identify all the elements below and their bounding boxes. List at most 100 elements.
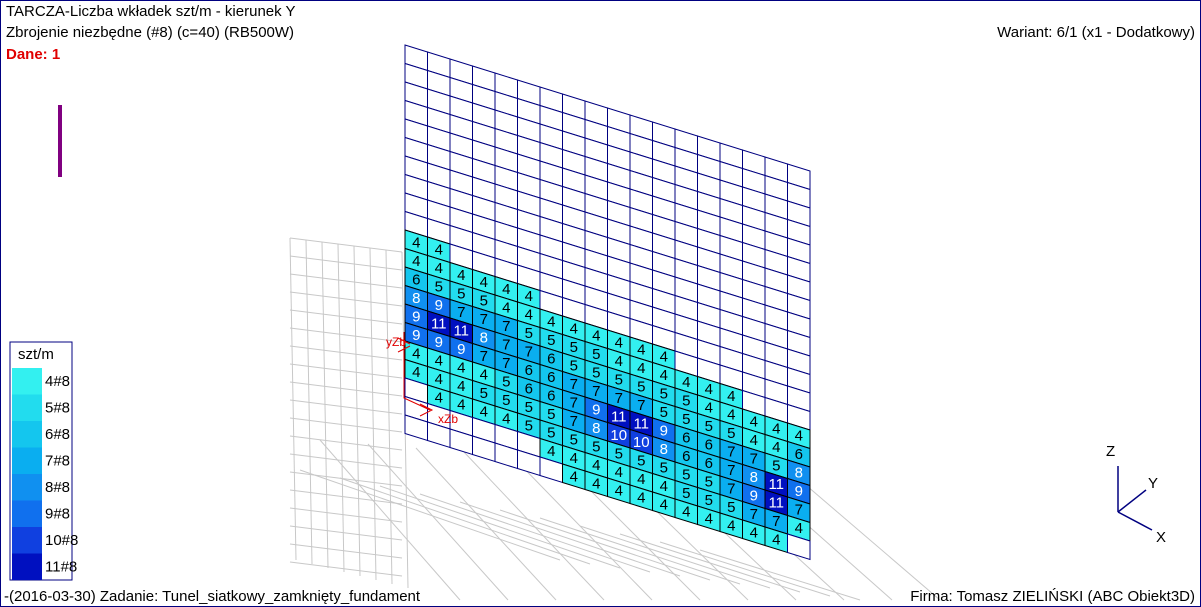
cell-value: 4: [727, 388, 735, 405]
cell-value: 8: [592, 420, 600, 437]
legend-label: 11#8: [45, 558, 77, 575]
cell-value: 4: [480, 274, 488, 291]
cell-value: 6: [682, 448, 690, 465]
legend-label: 8#8: [45, 479, 70, 496]
cell-value: 4: [547, 314, 555, 331]
cell-value: 11: [768, 495, 784, 512]
cell-value: 7: [525, 344, 533, 361]
cell-value: 9: [750, 488, 758, 505]
cell-value: 6: [525, 381, 533, 398]
cell-value: 7: [772, 513, 780, 530]
cell-value: 4: [727, 518, 735, 535]
cell-value: 4: [592, 457, 600, 474]
cell-value: 5: [547, 332, 555, 349]
cell-value: 11: [431, 316, 447, 333]
cell-value: 8: [412, 290, 420, 307]
cell-value: 8: [480, 330, 488, 347]
cell-value: 5: [592, 439, 600, 456]
legend-label: 9#8: [45, 505, 70, 522]
cell-value: 4: [435, 353, 443, 370]
cell-value: 4: [502, 281, 510, 298]
cell-value: 7: [727, 444, 735, 461]
cell-value: 4: [570, 450, 578, 467]
cell-value: 5: [457, 286, 465, 303]
cell-value: 4: [480, 367, 488, 384]
cell-value: 5: [727, 425, 735, 442]
cell-value: 5: [547, 425, 555, 442]
viewport: 4468994444591194444571194444578745444777…: [0, 0, 1201, 607]
cell-value: 4: [435, 390, 443, 407]
cell-value: 6: [412, 272, 420, 289]
legend: szt/m 4#85#86#87#88#89#810#811#8: [10, 342, 78, 580]
cell-value: 8: [750, 469, 758, 486]
cell-value: 4: [705, 381, 713, 398]
cell-value: 6: [547, 369, 555, 386]
cell-value: 4: [750, 432, 758, 449]
cell-value: 5: [682, 485, 690, 502]
cell-value: 5: [615, 446, 623, 463]
cell-value: 4: [435, 260, 443, 277]
cell-value: 7: [480, 348, 488, 365]
support-label: yZb: [386, 335, 406, 349]
cell-value: 6: [547, 388, 555, 405]
legend-label: 10#8: [45, 532, 78, 549]
cell-value: 4: [457, 267, 465, 284]
legend-swatch: [12, 421, 42, 448]
cell-value: 4: [682, 374, 690, 391]
cell-value: 5: [570, 339, 578, 356]
cell-value: 6: [795, 446, 803, 463]
cell-value: 4: [525, 307, 533, 324]
cell-value: 5: [592, 346, 600, 363]
cell-value: 9: [592, 402, 600, 419]
cell-value: 11: [611, 409, 627, 426]
footer-task: -(2016-03-30) Zadanie: Tunel_siatkowy_za…: [4, 588, 421, 605]
cell-value: 4: [772, 439, 780, 456]
cell-value: 6: [705, 455, 713, 472]
cell-value: 4: [660, 478, 668, 495]
cell-value: 5: [480, 293, 488, 310]
cell-value: 5: [637, 379, 645, 396]
cell-value: 5: [502, 392, 510, 409]
cell-value: 5: [705, 492, 713, 509]
cell-value: 4: [615, 483, 623, 500]
cell-value: 4: [412, 253, 420, 270]
legend-label: 7#8: [45, 452, 70, 469]
cell-value: 4: [660, 367, 668, 384]
legend-swatch: [12, 554, 42, 581]
legend-label: 5#8: [45, 399, 70, 416]
cell-value: 4: [412, 346, 420, 363]
cell-value: 4: [637, 490, 645, 507]
cell-value: 4: [727, 407, 735, 424]
cell-value: 4: [502, 411, 510, 428]
cell-value: 4: [660, 349, 668, 366]
footer-company: Firma: Tomasz ZIELIŃSKI (ABC Obiekt3D): [910, 588, 1195, 605]
cell-value: 8: [660, 441, 668, 458]
cell-value: 4: [570, 321, 578, 338]
legend-label: 4#8: [45, 373, 70, 390]
cell-value: 4: [637, 360, 645, 377]
cell-value: 9: [435, 297, 443, 314]
cell-value: 5: [705, 474, 713, 491]
cell-value: 8: [795, 465, 803, 482]
support-label: xZb: [438, 412, 458, 426]
cell-value: 5: [660, 404, 668, 421]
cell-value: 4: [750, 525, 758, 542]
cell-value: 4: [795, 428, 803, 445]
cell-value: 4: [502, 300, 510, 317]
cell-value: 5: [502, 374, 510, 391]
legend-label: 6#8: [45, 426, 70, 443]
legend-swatch: [12, 527, 42, 554]
legend-swatch: [12, 368, 42, 395]
data-label: Dane: 1: [6, 46, 60, 63]
cell-value: 5: [525, 399, 533, 416]
cell-value: 4: [795, 520, 803, 537]
cell-value: 5: [637, 453, 645, 470]
cell-value: 7: [457, 304, 465, 321]
cell-value: 5: [615, 372, 623, 389]
axis-z: Z: [1106, 443, 1115, 460]
cell-value: 4: [412, 364, 420, 381]
cell-value: 5: [660, 460, 668, 477]
cell-value: 6: [682, 430, 690, 447]
cell-value: 9: [412, 327, 420, 344]
cell-value: 4: [412, 235, 420, 252]
